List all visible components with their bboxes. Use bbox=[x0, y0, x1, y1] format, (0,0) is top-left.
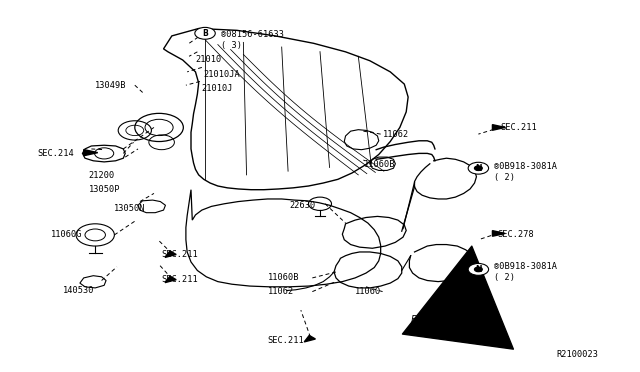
Text: ®08156-61633
( 3): ®08156-61633 ( 3) bbox=[221, 29, 284, 49]
Text: 21010J: 21010J bbox=[202, 84, 234, 93]
Circle shape bbox=[474, 267, 482, 272]
Text: 13049B: 13049B bbox=[95, 81, 127, 90]
Text: SEC.211: SEC.211 bbox=[162, 250, 198, 259]
Text: 21010JA: 21010JA bbox=[204, 70, 241, 79]
Circle shape bbox=[474, 166, 482, 170]
Text: 21200: 21200 bbox=[89, 171, 115, 180]
Text: 22630: 22630 bbox=[289, 201, 316, 210]
Polygon shape bbox=[84, 150, 98, 156]
Polygon shape bbox=[492, 231, 505, 236]
Text: N: N bbox=[475, 265, 482, 274]
Text: 11062: 11062 bbox=[268, 287, 294, 296]
Circle shape bbox=[468, 162, 488, 174]
Text: N: N bbox=[475, 164, 482, 173]
Text: ®0B918-3081A
( 2): ®0B918-3081A ( 2) bbox=[493, 262, 557, 282]
Text: 11060: 11060 bbox=[355, 287, 381, 296]
Text: 11062: 11062 bbox=[383, 130, 409, 140]
Text: 11060G: 11060G bbox=[51, 230, 82, 240]
Text: FRONT: FRONT bbox=[411, 315, 444, 325]
Text: SEC.211: SEC.211 bbox=[268, 336, 305, 346]
Text: R2100023: R2100023 bbox=[556, 350, 598, 359]
Text: 11060B: 11060B bbox=[268, 273, 299, 282]
Text: SEC.278: SEC.278 bbox=[497, 230, 534, 240]
Text: 140530: 140530 bbox=[63, 286, 95, 295]
Polygon shape bbox=[165, 276, 176, 283]
Polygon shape bbox=[304, 336, 316, 342]
Text: 21010: 21010 bbox=[195, 55, 221, 64]
Text: 13050N: 13050N bbox=[115, 204, 146, 213]
Polygon shape bbox=[165, 251, 176, 257]
Text: SEC.211: SEC.211 bbox=[162, 275, 198, 284]
Text: 13050P: 13050P bbox=[89, 185, 120, 194]
Polygon shape bbox=[492, 125, 505, 130]
Text: ®0B918-3081A
( 2): ®0B918-3081A ( 2) bbox=[493, 162, 557, 182]
Text: SEC.214: SEC.214 bbox=[38, 149, 74, 158]
Circle shape bbox=[468, 263, 488, 275]
Circle shape bbox=[195, 28, 215, 39]
Text: B: B bbox=[202, 29, 208, 38]
Text: SEC.211: SEC.211 bbox=[500, 123, 537, 132]
Text: 11060B: 11060B bbox=[364, 160, 395, 169]
